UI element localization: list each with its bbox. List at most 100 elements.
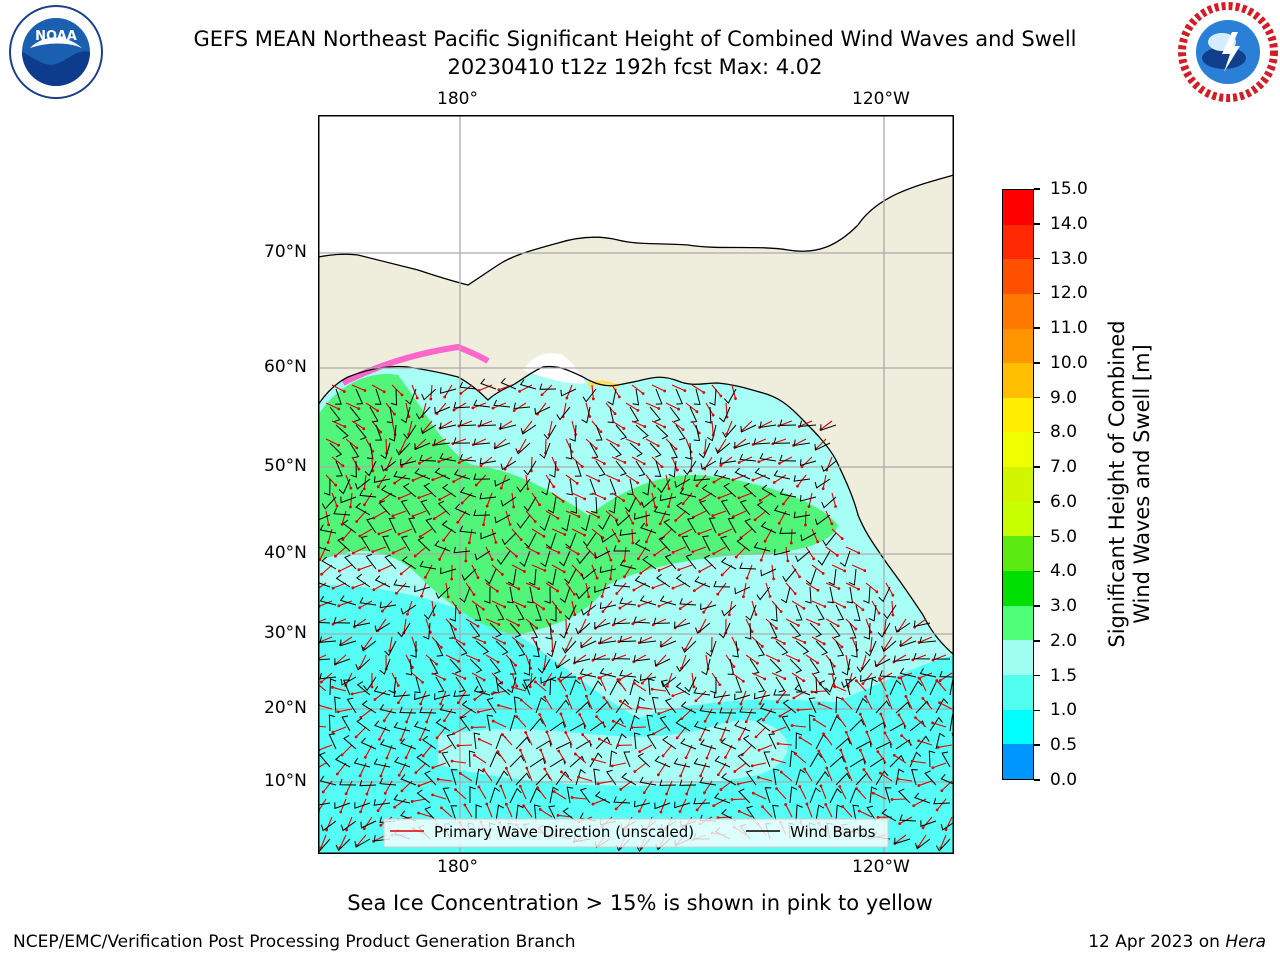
wave-direction-arrowhead [858,712,862,716]
wave-direction-arrowhead [656,773,660,777]
wave-direction-arrowhead [703,791,706,795]
wind-barb [642,555,657,570]
wave-direction-arrow [478,708,493,713]
wave-direction-arrowhead [372,516,376,520]
wind-barb [699,776,717,786]
wave-direction-arrow [595,618,607,629]
wave-direction-arrow [691,672,695,687]
wind-barb [828,568,837,586]
wind-barb [793,475,811,482]
wave-direction-arrowhead [917,784,921,787]
wave-direction-arrowhead [776,742,780,746]
wind-barb [340,676,357,686]
wave-direction-arrow [406,600,413,615]
wind-barb [318,752,331,768]
wind-barb [609,478,617,495]
wind-barb [779,488,797,498]
wave-direction-arrow [434,510,447,520]
wind-barb [374,720,391,732]
wave-direction-arrowhead [683,389,687,392]
wave-direction-arrow [345,672,353,686]
wave-direction-arrowhead [457,461,461,465]
wind-barb [374,388,382,405]
wave-direction-arrowhead [587,595,591,599]
wave-direction-arrowhead [615,592,619,595]
wind-barb [593,768,600,786]
wind-barb [359,489,377,498]
wind-barb [581,568,597,580]
wave-direction-arrowhead [424,575,427,579]
wave-direction-arrowhead [497,388,501,392]
wave-direction-arrowhead [473,698,477,701]
wind-barb [540,550,551,568]
wave-direction-arrowhead [418,461,421,465]
wave-direction-arrowhead [580,465,584,468]
wave-direction-arrowhead [400,465,404,468]
wave-direction-arrowhead [490,692,494,696]
wind-barb [346,697,357,714]
wave-direction-arrow [471,600,484,610]
wave-direction-arrowhead [450,577,454,581]
wave-direction-arrow [420,690,427,705]
wind-barb [421,388,437,401]
wave-direction-arrow [320,672,333,683]
wave-direction-arrow [675,510,687,521]
wave-direction-arrow [471,672,485,681]
wind-barb [501,532,517,546]
wind-barb [340,639,357,647]
wind-barb [459,381,477,390]
wave-direction-arrowhead [538,808,542,811]
wave-direction-arrow [391,420,396,435]
wave-direction-arrowhead [841,805,845,808]
wave-direction-arrowhead [817,702,821,705]
wave-direction-arrowhead [477,785,481,789]
wind-barb [495,604,505,621]
wind-barb [393,794,411,804]
wave-direction-arrowhead [393,412,396,416]
wave-direction-arrow [543,672,553,685]
wind-barb [749,658,760,675]
wave-direction-arrow [403,618,407,633]
wave-direction-arrow [699,618,707,632]
wave-direction-arrow [625,402,639,411]
colorbar-tick-mark [1034,674,1040,677]
wind-barb [878,586,891,603]
colorbar-tick-label: 1.5 [1050,665,1078,686]
wave-direction-arrow [938,744,953,748]
wave-direction-arrow [886,695,893,710]
wind-barb [515,736,531,750]
wave-direction-arrow [318,636,333,643]
wave-direction-arrow [711,384,722,397]
wave-direction-arrow [407,420,413,435]
wind-barb [549,721,566,732]
wind-barb [613,652,631,660]
wave-direction-arrow [901,735,913,746]
wave-direction-arrow [639,636,653,644]
wind-barb [513,696,521,714]
wind-barb [581,406,591,424]
wind-barb [600,532,617,543]
wind-barb [881,640,897,653]
wave-direction-arrow [693,510,707,518]
wave-direction-arrow [797,708,813,711]
wind-barb [545,532,557,549]
wind-barb [693,687,711,696]
wave-direction-arrow [851,564,866,572]
wind-barb [845,678,852,696]
wave-direction-arrowhead [680,717,684,721]
wind-barb [815,604,825,621]
wind-barb [889,754,905,768]
wave-direction-arrowhead [803,641,807,644]
wind-barb [480,378,497,390]
wave-direction-arrow [891,600,894,616]
wind-barb [555,699,570,714]
wind-barb [579,787,591,804]
wave-direction-arrowhead [789,541,793,545]
wind-barb [338,478,351,495]
wave-direction-arrowhead [921,696,925,700]
wind-barb [506,586,514,604]
wave-direction-arrowhead [591,757,594,761]
wind-barb [780,586,791,604]
wave-direction-arrowhead [515,554,518,558]
wave-direction-arrowhead [771,730,775,734]
